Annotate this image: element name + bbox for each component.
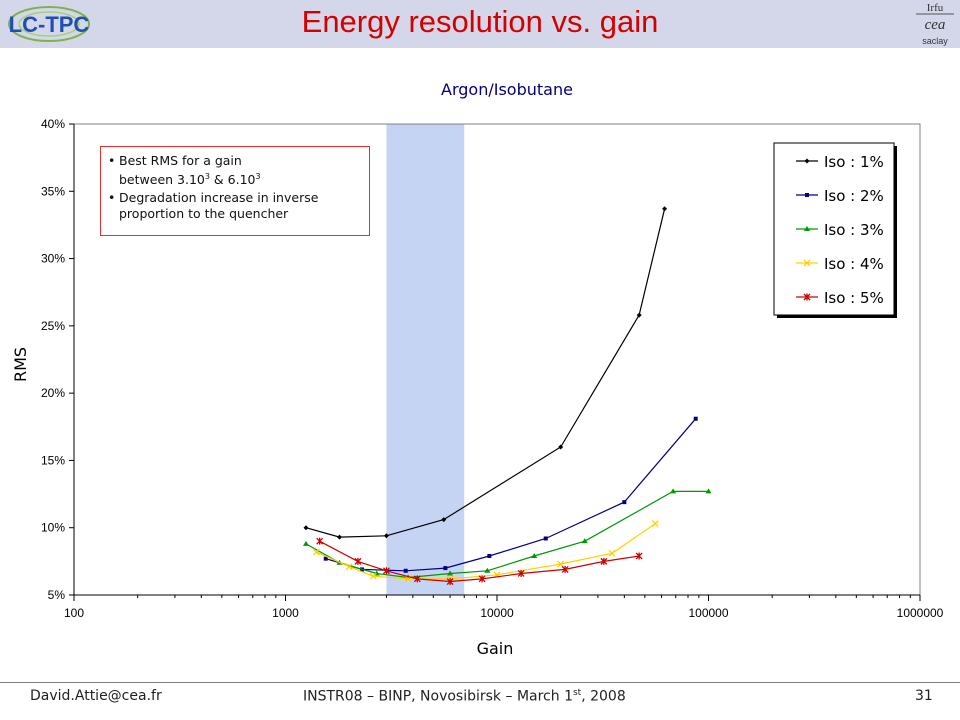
data-point-iso-5 — [316, 537, 324, 545]
annotation-2-line2: proportion to the quencher — [119, 206, 289, 222]
data-point-iso-2 — [487, 553, 492, 558]
y-tick-label: 40% — [41, 117, 65, 131]
data-point-iso-5 — [561, 565, 569, 573]
cea-text: cea — [925, 17, 946, 33]
data-point-iso-2 — [323, 556, 328, 561]
data-point-iso-2 — [403, 568, 408, 573]
optimal-gain-band — [386, 124, 465, 595]
data-point-iso-5 — [446, 578, 454, 586]
data-point-iso-5 — [635, 552, 643, 560]
y-axis-label: RMS — [11, 347, 30, 382]
annotation-item-2: • Degradation increase in inverse propor… — [101, 190, 365, 222]
data-point-iso-3 — [447, 570, 454, 576]
legend-marker-iso-4 — [803, 259, 811, 267]
data-point-iso-4 — [345, 563, 353, 571]
irfu-text: Irfu — [927, 2, 944, 14]
data-point-iso-5 — [600, 557, 608, 565]
data-point-iso-1 — [303, 525, 309, 531]
legend-marker-iso-1 — [804, 158, 810, 164]
data-point-iso-1 — [441, 517, 447, 523]
legend-label-iso-2: Iso : 2% — [824, 187, 884, 205]
data-point-iso-3 — [531, 552, 538, 558]
annotation-box: • Best RMS for a gain between 3.103 & 6.… — [100, 146, 370, 236]
legend-label-iso-4: Iso : 4% — [824, 255, 884, 273]
energy-resolution-chart: Argon/Isobutane 5% 10% 15% 20% 25% 30% 35% 40% 10… — [11, 80, 944, 658]
legend-label-iso-5: Iso : 5% — [824, 289, 884, 307]
data-point-iso-4 — [608, 549, 616, 557]
data-point-iso-5 — [413, 575, 421, 583]
data-point-iso-5 — [478, 575, 486, 583]
x-axis-label: Gain — [477, 639, 514, 658]
data-point-iso-5 — [517, 569, 525, 577]
data-point-iso-3 — [302, 540, 309, 546]
data-point-iso-2 — [543, 536, 548, 541]
chart-title: Argon/Isobutane — [441, 80, 573, 99]
y-tick-label: 5% — [48, 588, 66, 602]
data-point-iso-4 — [312, 548, 320, 556]
data-point-iso-5 — [382, 567, 390, 575]
data-point-iso-1 — [336, 534, 342, 540]
data-point-iso-5 — [354, 557, 362, 565]
annotation-item-1: • Best RMS for a gain between 3.103 & 6.… — [101, 153, 365, 188]
annotation-1-line1: Best RMS for a gain — [119, 153, 242, 168]
legend-label-iso-3: Iso : 3% — [824, 221, 884, 239]
lctpc-logo: LC-TPC — [8, 6, 90, 42]
footer-email[interactable]: David.Attie@cea.fr — [30, 688, 162, 704]
x-tick-label: 10000 — [480, 606, 514, 620]
series-line-iso-5 — [319, 540, 640, 583]
y-tick-label: 35% — [41, 184, 65, 198]
x-tick-label: 100 — [64, 606, 84, 620]
data-point-iso-3 — [670, 488, 677, 494]
data-point-iso-1 — [383, 533, 389, 539]
data-point-iso-2 — [693, 416, 698, 421]
data-point-iso-4 — [651, 520, 659, 528]
data-point-iso-1 — [558, 444, 564, 450]
y-tick-label: 25% — [41, 319, 65, 333]
legend-marker-iso-5 — [803, 293, 811, 301]
data-point-iso-3 — [705, 488, 712, 494]
footer-divider — [0, 682, 960, 683]
x-tick-label: 1000000 — [897, 606, 944, 620]
saclay-text: saclay — [922, 36, 948, 46]
series-line-iso-2 — [325, 418, 697, 572]
legend-label-iso-1: Iso : 1% — [824, 153, 884, 171]
lctpc-logo-text: LC-TPC — [9, 12, 90, 37]
data-point-iso-1 — [662, 206, 668, 212]
legend-marker-iso-3 — [804, 226, 810, 231]
y-tick-label: 20% — [41, 386, 65, 400]
irfu-cea-logo: Irfu cea saclay — [916, 2, 954, 46]
y-tick-label: 30% — [41, 252, 65, 266]
data-point-iso-3 — [581, 538, 588, 544]
y-tick-label: 15% — [41, 453, 65, 467]
y-tick-label: 10% — [41, 521, 65, 535]
data-point-iso-4 — [369, 572, 377, 580]
page-number: 31 — [915, 688, 933, 704]
series-line-iso-1 — [305, 208, 666, 538]
data-point-iso-2 — [443, 566, 448, 571]
data-point-iso-3 — [484, 567, 491, 573]
x-tick-label: 1000 — [272, 606, 299, 620]
annotation-1-line2: between 3.103 & 6.103 — [119, 172, 261, 188]
slide-title: Energy resolution vs. gain — [301, 4, 659, 39]
legend-box — [773, 142, 895, 316]
footer-conference: INSTR08 – BINP, Novosibirsk – March 1st,… — [303, 688, 626, 705]
x-tick-label: 100000 — [688, 606, 728, 620]
legend-marker-iso-2 — [805, 193, 809, 197]
series-line-iso-3 — [305, 490, 709, 579]
annotation-2-line1: Degradation increase in inverse — [119, 190, 319, 206]
data-point-iso-2 — [622, 500, 627, 505]
header-band — [0, 0, 960, 48]
data-point-iso-1 — [636, 312, 642, 318]
